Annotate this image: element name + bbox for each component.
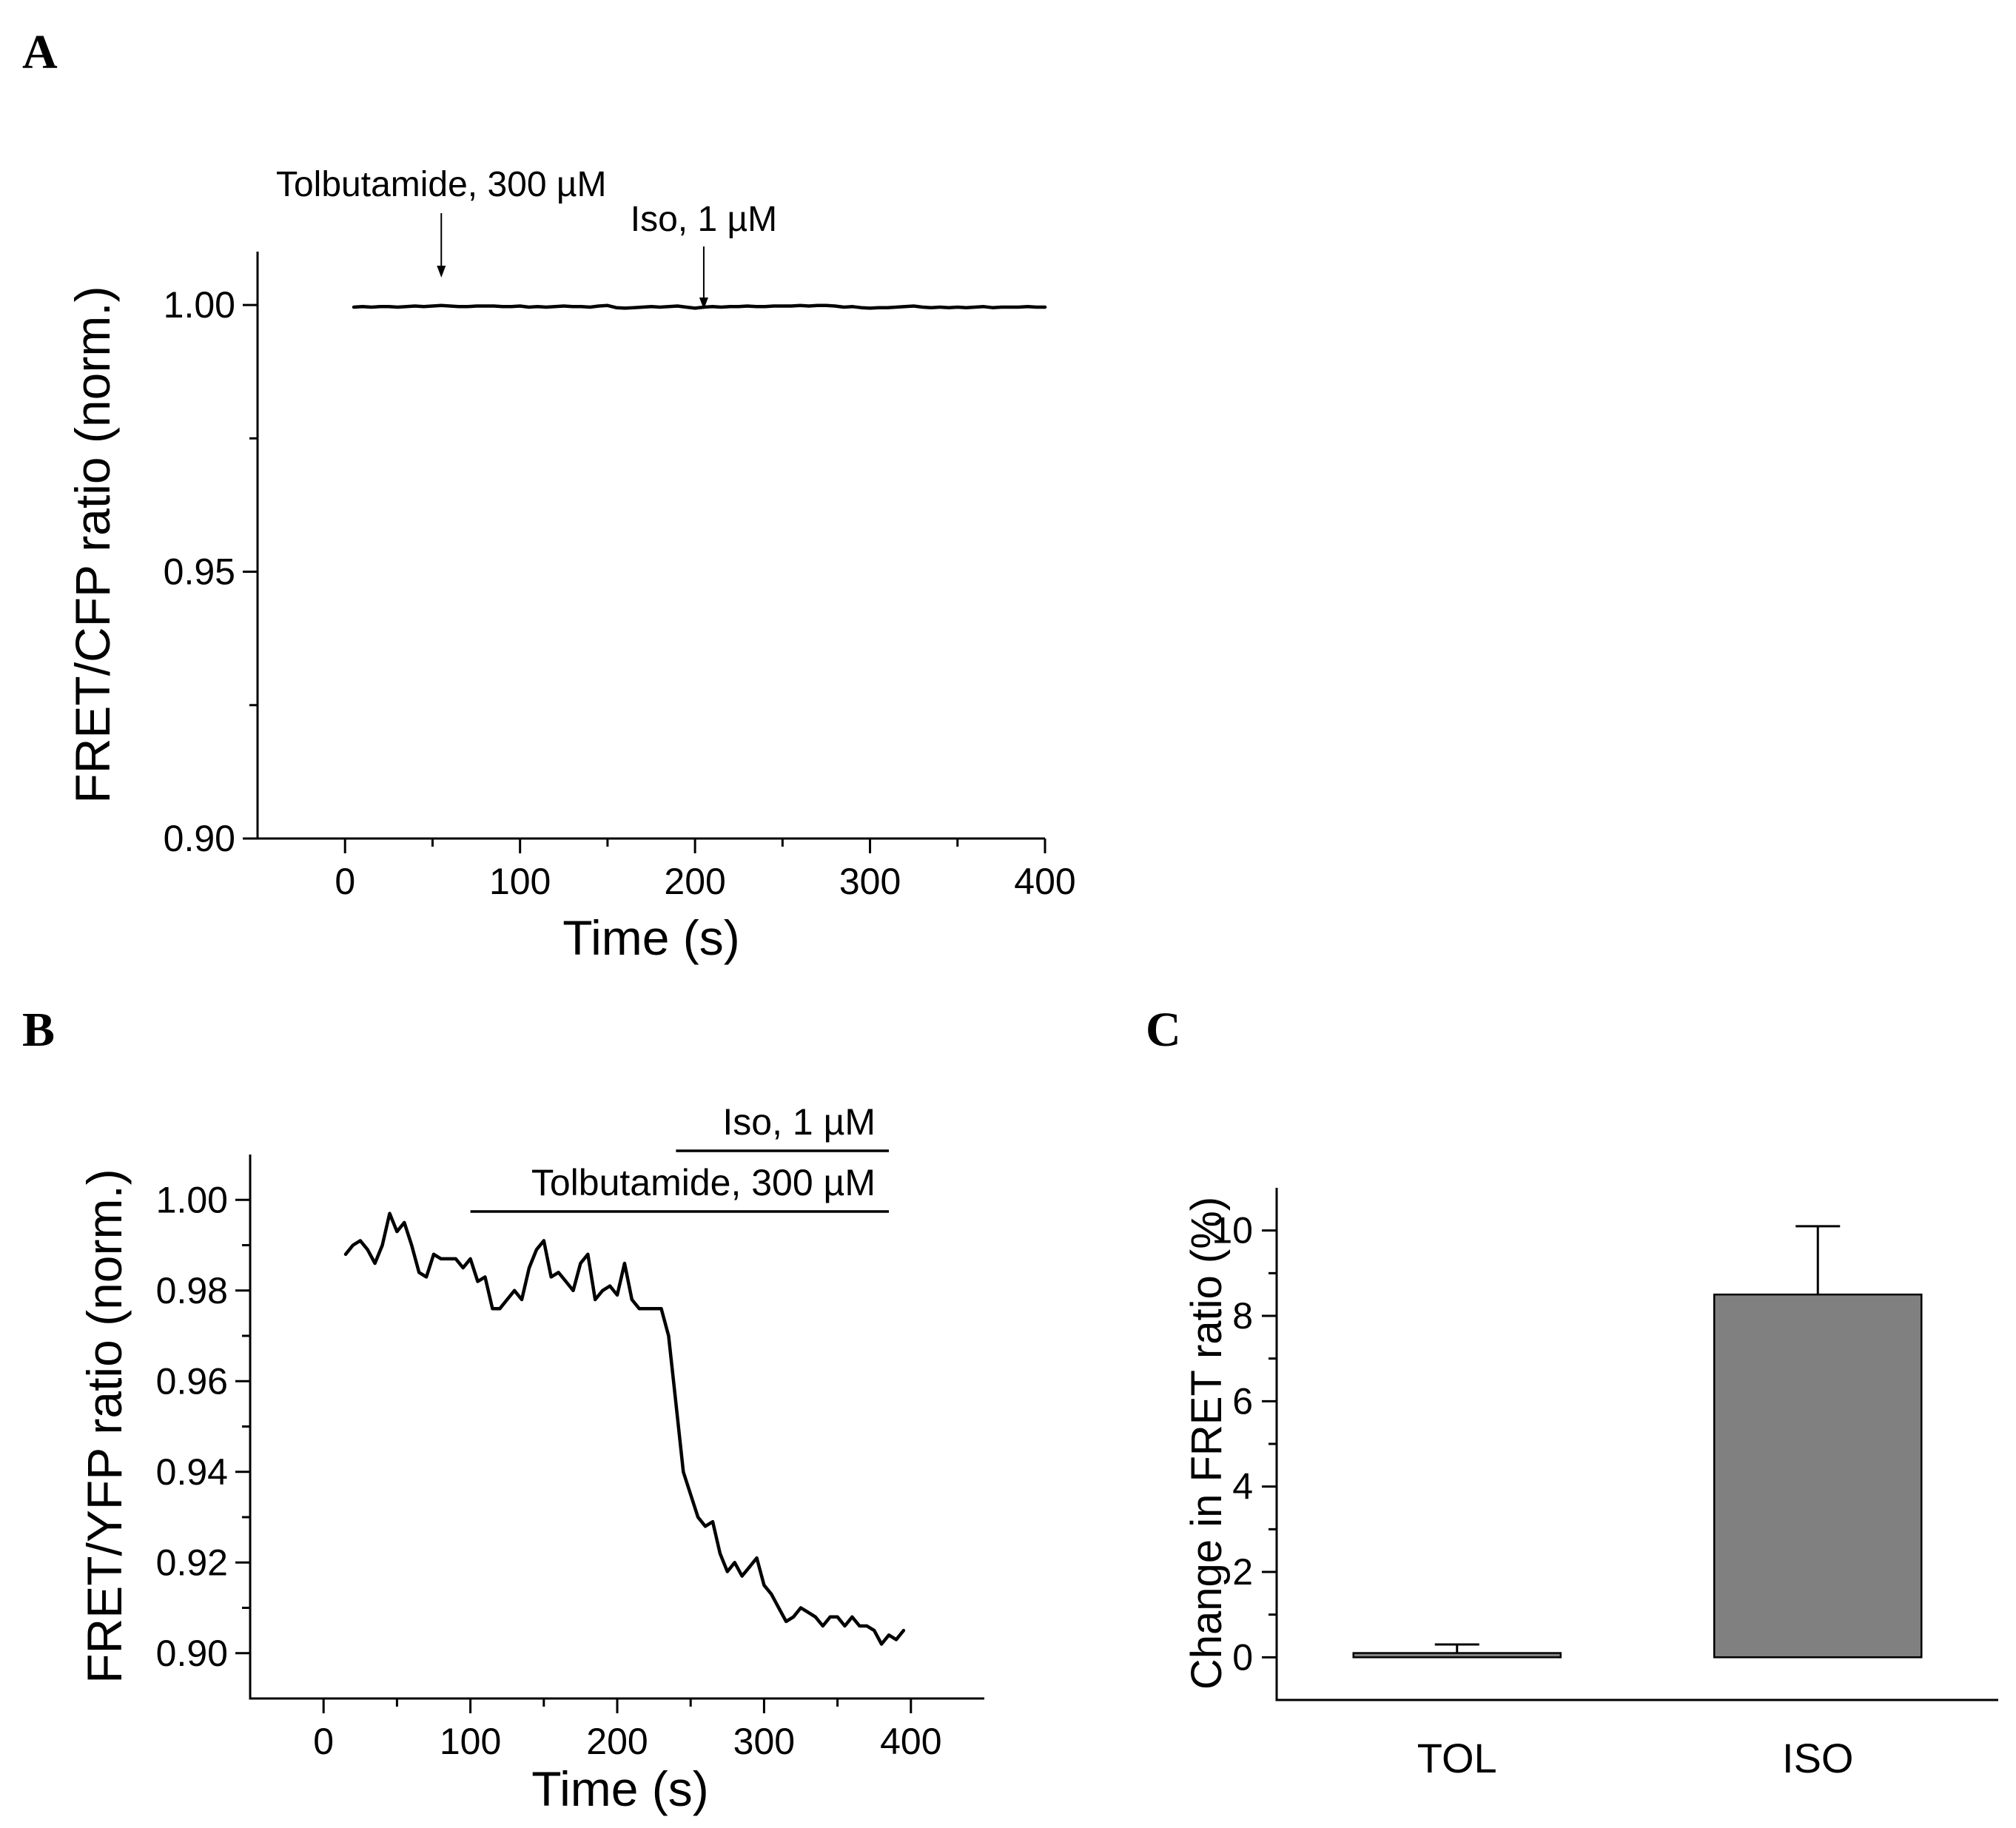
chart-panel-b: 0 100 200 300 400 0.90 0.92 0.94 0.96 0.98 1.00 Is… xyxy=(77,1101,984,1816)
panel-c-y-tick-label: 10 xyxy=(1212,1210,1253,1251)
panel-a-arrowhead xyxy=(699,298,708,309)
panel-b-x-tick-label: 300 xyxy=(733,1721,795,1762)
panel-a-y-tick-label: 0.95 xyxy=(164,551,235,593)
panel-c-category-label: ISO xyxy=(1782,1735,1853,1781)
panel-c-y-tick-label: 0 xyxy=(1232,1636,1253,1678)
panel-b-treatment-label: Iso, 1 µM xyxy=(722,1101,876,1143)
panel-a-y-tick-label: 1.00 xyxy=(164,284,235,326)
panel-a-x-tick-label: 300 xyxy=(839,861,901,902)
panel-a-axes xyxy=(256,252,1045,840)
panel-b-y-tick-label: 0.98 xyxy=(156,1270,228,1311)
panel-a-x-tick-label: 0 xyxy=(335,861,355,902)
panel-b-y-tick-label: 0.96 xyxy=(156,1360,228,1402)
panel-b-x-axis-title: Time (s) xyxy=(531,1761,709,1816)
panel-c-bar-tol xyxy=(1352,1652,1562,1659)
panel-c-y-tick-label: 8 xyxy=(1232,1295,1253,1337)
panel-a-trace-line xyxy=(352,303,1047,310)
panel-label-b: B xyxy=(22,1003,55,1057)
panel-a-annotation-label: Tolbutamide, 300 µM xyxy=(276,165,607,204)
panel-label-a: A xyxy=(22,25,58,79)
panel-c-y-tick-label: 4 xyxy=(1232,1466,1253,1508)
panel-a-y-tick-label: 0.90 xyxy=(164,818,235,859)
panel-b-x-tick-label: 400 xyxy=(880,1721,941,1762)
panel-c-y-axis-title: Change in FRET ratio (%) xyxy=(1183,1197,1231,1690)
panel-a-y-axis-title: FRET/CFP ratio (norm.) xyxy=(65,286,120,803)
panel-b-axes xyxy=(249,1155,984,1700)
panel-a-x-tick-label: 100 xyxy=(489,861,551,902)
panel-label-c: C xyxy=(1146,1003,1181,1057)
panel-b-y-tick-label: 0.92 xyxy=(156,1542,228,1583)
panel-b-y-tick-label: 0.90 xyxy=(156,1633,228,1674)
panel-b-y-axis-title: FRET/YFP ratio (norm.) xyxy=(77,1169,132,1684)
panel-b-x-tick-label: 200 xyxy=(586,1721,648,1762)
panel-b-treatment-label: Tolbutamide, 300 µM xyxy=(531,1162,876,1203)
panel-c-y-tick-label: 2 xyxy=(1232,1551,1253,1593)
panel-a-annotation-label: Iso, 1 µM xyxy=(631,200,777,239)
panel-c-bar-iso xyxy=(1713,1293,1923,1659)
panel-b-x-tick-label: 100 xyxy=(440,1721,501,1762)
panel-b-y-tick-label: 0.94 xyxy=(156,1451,228,1493)
panel-a-arrowhead xyxy=(437,266,446,278)
panel-b-x-tick-label: 0 xyxy=(313,1721,334,1762)
panel-b-trace-line xyxy=(343,1212,906,1646)
panel-b-y-tick-label: 1.00 xyxy=(156,1179,228,1220)
panel-c-y-tick-label: 6 xyxy=(1232,1380,1253,1422)
panel-a-x-tick-label: 200 xyxy=(664,861,725,902)
panel-a-x-axis-title: Time (s) xyxy=(562,910,740,965)
chart-panel-c: 0 2 4 6 8 10 TOL ISO Change in FRET ratio (%) xyxy=(1183,1188,1998,1781)
chart-panel-a: 0 100 200 300 400 0.90 0.95 1.00 Tolbutamide, 3… xyxy=(65,165,1076,965)
panel-a-x-tick-label: 400 xyxy=(1014,861,1075,902)
panel-c-category-label: TOL xyxy=(1417,1735,1497,1781)
